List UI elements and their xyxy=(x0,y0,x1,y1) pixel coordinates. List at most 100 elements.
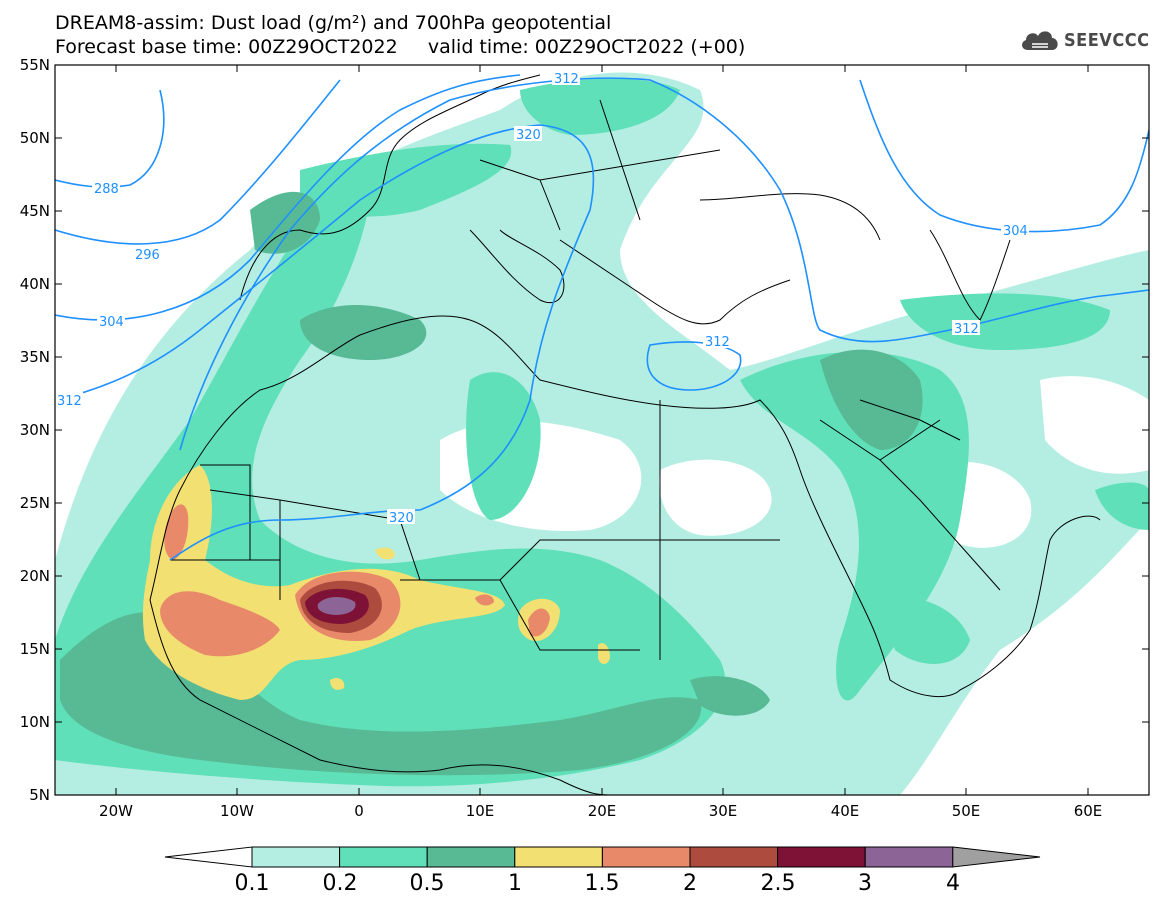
colorbar-label: 1.5 xyxy=(584,871,620,896)
lat-tick-marks xyxy=(55,64,1149,796)
forecast-time-line: Forecast base time: 00Z29OCT2022 valid t… xyxy=(55,36,746,58)
lat-tick-labels: 55N 50N 45N 40N 35N 30N 25N 20N 15N 10N … xyxy=(20,56,50,804)
dust-3-mali xyxy=(317,596,356,615)
dust-free-egypt xyxy=(659,459,772,536)
dust-1.5-western-sahara xyxy=(164,504,189,560)
dust-0.5-sahel xyxy=(60,612,702,776)
lon-tick-label: 20E xyxy=(588,802,617,820)
dust-0.2-tunisia xyxy=(466,372,541,520)
colorbar-swatch xyxy=(339,846,428,868)
lat-tick-label: 50N xyxy=(20,129,50,147)
lat-tick-label: 55N xyxy=(20,56,50,74)
dust-0.2-pakistan xyxy=(1095,482,1149,530)
dust-load-fields xyxy=(55,72,1149,795)
balkan-greece-coast xyxy=(559,239,791,325)
caspian-coast xyxy=(929,229,1011,321)
colorbar-label: 0.1 xyxy=(234,871,270,896)
colorbar-label: 3 xyxy=(858,871,872,896)
contour-label: 288 xyxy=(94,182,119,197)
colorbar-swatch xyxy=(514,846,603,868)
contour-label: 312 xyxy=(57,394,82,409)
dust-1.5-niger xyxy=(475,594,494,606)
lon-tick-label: 40E xyxy=(831,802,860,820)
contour-label: 296 xyxy=(135,248,160,263)
dust-0.2-yemen xyxy=(880,597,970,664)
colorbar xyxy=(164,846,1041,868)
colorbar-swatch xyxy=(426,846,516,868)
colorbar-label: 4 xyxy=(946,871,960,896)
lat-tick-label: 40N xyxy=(20,275,50,293)
lat-tick-label: 30N xyxy=(20,421,50,439)
contour-label: 304 xyxy=(1003,224,1028,239)
lon-tick-label: 20W xyxy=(99,802,133,820)
colorbar-under-arrow xyxy=(164,846,253,868)
lon-tick-label: 30E xyxy=(709,802,738,820)
dust-0.2-caspian xyxy=(900,293,1110,350)
contour-320-loop xyxy=(55,124,595,511)
colorbar-swatch xyxy=(777,846,866,868)
contour-label: 320 xyxy=(516,128,541,143)
contour-label: 304 xyxy=(99,315,124,330)
coastlines-borders xyxy=(149,74,1101,795)
colorbar-swatch xyxy=(251,846,341,868)
middle-east-borders xyxy=(819,399,1001,591)
colorbar-swatch xyxy=(689,846,779,868)
dust-0.5-algeria xyxy=(300,305,427,360)
colorbar-label: 0.5 xyxy=(409,871,445,896)
contour-304-west xyxy=(55,74,521,321)
contour-288 xyxy=(55,89,165,188)
dust-0.2-germany xyxy=(520,78,680,135)
contour-312-main xyxy=(179,77,1149,451)
colorbar-over-arrow xyxy=(952,846,1041,868)
logo-text: SEEVCCC xyxy=(1064,30,1150,51)
mauritania-borders xyxy=(170,464,281,561)
lon-tick-label: 10E xyxy=(466,802,495,820)
contour-labels: 288 296 304 312 320 312 320 312 304 312 xyxy=(55,70,1029,526)
dust-free-iran xyxy=(1040,376,1149,474)
lat-tick-label: 35N xyxy=(20,348,50,366)
dust-1.5-chad xyxy=(528,608,550,637)
colorbar-label: 0.2 xyxy=(322,871,358,896)
lon-tick-label: 50E xyxy=(952,802,981,820)
dust-1-mali xyxy=(375,547,395,560)
lat-tick-label: 15N xyxy=(20,640,50,658)
contour-label: 312 xyxy=(954,322,979,337)
gulf-of-guinea-coast xyxy=(149,599,611,795)
dust-0.2-france xyxy=(300,143,512,217)
african-arabian-coast xyxy=(149,315,1101,698)
dust-1-darfur xyxy=(598,643,610,664)
map-title: DREAM8-assim: Dust load (g/m²) and 700hP… xyxy=(55,12,612,34)
italy-coast xyxy=(469,229,565,304)
lat-tick-label: 20N xyxy=(20,567,50,585)
dust-free-atlantic xyxy=(55,86,262,253)
black-sea-coast xyxy=(699,193,881,241)
contour-label: 312 xyxy=(554,72,579,87)
contour-label: 312 xyxy=(705,335,730,350)
cloud-icon xyxy=(1022,31,1058,50)
dust-1.5-senegal xyxy=(160,591,280,657)
dust-0.5-iraq xyxy=(820,349,923,450)
colorbar-swatch xyxy=(601,846,691,868)
colorbar-label: 2 xyxy=(683,871,697,896)
lat-tick-label: 45N xyxy=(20,202,50,220)
colorbar-label: 2.5 xyxy=(760,871,796,896)
contour-312-crete xyxy=(646,341,742,391)
colorbar-swatch xyxy=(864,846,954,868)
dust-0.5-sudan xyxy=(690,676,770,716)
lat-tick-label: 5N xyxy=(29,786,50,804)
lon-tick-marks xyxy=(115,65,1089,795)
lat-tick-label: 10N xyxy=(20,713,50,731)
contour-label: 320 xyxy=(389,511,414,526)
dust-1-burkina xyxy=(330,677,345,690)
contour-296 xyxy=(55,79,341,245)
seevccc-logo: SEEVCCC xyxy=(1018,24,1158,60)
lon-tick-label: 10W xyxy=(220,802,254,820)
lon-tick-label: 60E xyxy=(1074,802,1103,820)
lon-tick-label: 0 xyxy=(354,802,364,820)
geopotential-contours xyxy=(55,74,1149,561)
lon-tick-labels: 20W 10W 0 10E 20E 30E 40E 50E 60E xyxy=(99,802,1102,820)
contour-320-sahara xyxy=(169,509,421,561)
colorbar-label: 1 xyxy=(508,871,522,896)
europe-borders xyxy=(479,99,721,231)
